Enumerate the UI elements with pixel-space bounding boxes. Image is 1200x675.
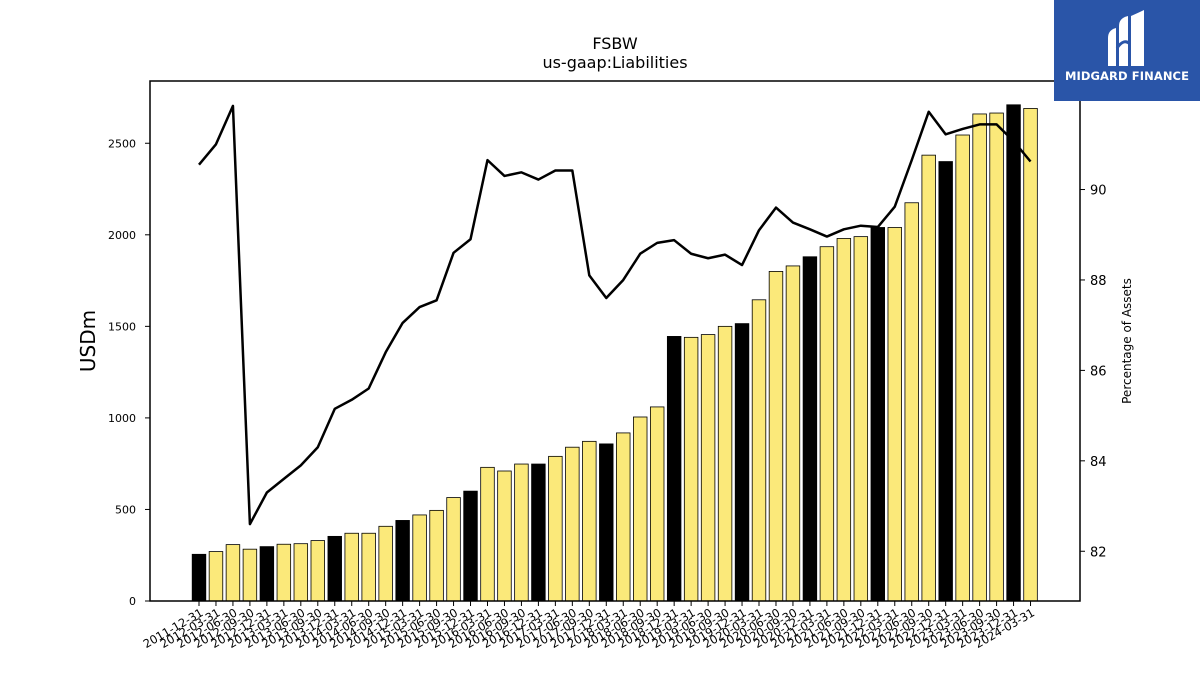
bar-2020-06-30 (768, 271, 784, 602)
bar-2013-06-30 (293, 543, 309, 602)
line-series-percentage (198, 104, 1032, 526)
bar-2012-03-31 (208, 551, 224, 602)
logo-mark-icon (1108, 10, 1144, 66)
chart-subtitle: us-gaap:Liabilities (542, 53, 687, 72)
bar-2012-06-30 (225, 544, 241, 602)
y2-tick-label: 86 (1090, 364, 1107, 379)
bar-2016-09-30 (514, 463, 529, 602)
bar-2015-03-31 (412, 514, 427, 602)
bar-2016-12-31 (531, 463, 546, 602)
bar-2012-12-31 (259, 546, 275, 602)
y-tick-label: 1000 (108, 412, 136, 425)
bar-2017-12-31 (599, 443, 614, 602)
bar-2022-09-30 (921, 154, 936, 602)
y2-tick-label: 82 (1090, 545, 1107, 560)
bar-2022-03-31 (887, 227, 902, 602)
brand-logo: MIDGARD FINANCE (1054, 0, 1200, 101)
bar-2013-03-31 (276, 543, 292, 602)
bar-2023-06-30 (972, 113, 987, 602)
axes-layer: 0500100015002000250082848688902011-12-31… (108, 80, 1107, 651)
chart-title: FSBW (592, 34, 637, 53)
bar-2021-06-30 (836, 238, 852, 602)
bar-2020-09-30 (785, 265, 801, 602)
bar-2014-06-30 (361, 532, 376, 602)
bar-2018-03-31 (616, 432, 631, 602)
bar-2017-09-30 (582, 440, 597, 602)
bar-2012-09-30 (242, 548, 258, 602)
bar-2019-06-30 (700, 334, 716, 602)
bar-2021-12-31 (870, 227, 886, 602)
logo-text: MIDGARD FINANCE (1064, 69, 1190, 83)
y-tick-label: 2500 (108, 137, 136, 150)
bars-layer (191, 104, 1038, 602)
bar-2018-06-30 (633, 416, 648, 602)
y-tick-label: 500 (115, 503, 136, 516)
y2-tick-label: 84 (1090, 455, 1107, 470)
bar-2013-09-30 (310, 540, 325, 602)
bar-2020-12-31 (802, 256, 818, 602)
y2-axis-label: Percentage of Assets (1120, 278, 1134, 404)
bar-2023-03-31 (955, 134, 970, 602)
bar-2015-09-30 (446, 497, 461, 602)
bar-2021-03-31 (819, 246, 835, 602)
bar-2014-09-30 (378, 525, 393, 602)
bar-2019-09-30 (717, 325, 733, 602)
bar-2022-06-30 (904, 202, 919, 602)
bar-2014-12-31 (395, 520, 410, 602)
y-tick-label: 0 (129, 595, 136, 608)
y2-tick-label: 88 (1090, 274, 1107, 289)
bar-2019-12-31 (734, 323, 750, 602)
bar-2015-12-31 (463, 490, 478, 602)
bar-2016-06-30 (497, 470, 512, 602)
y-tick-label: 1500 (108, 320, 136, 333)
bar-2024-03-31 (1023, 108, 1038, 602)
bar-2018-09-30 (649, 406, 665, 602)
bar-2019-03-31 (683, 336, 699, 602)
bar-2023-09-30 (989, 112, 1004, 602)
bar-2011-12-31 (191, 553, 207, 602)
bar-2020-03-31 (751, 299, 767, 602)
bar-2013-12-31 (327, 535, 342, 602)
line-layer (198, 104, 1032, 526)
bar-2018-12-31 (666, 336, 682, 602)
bar-2022-12-31 (938, 161, 953, 602)
bar-2017-03-31 (548, 455, 563, 602)
y2-tick-label: 90 (1090, 184, 1107, 199)
bar-2017-06-30 (565, 446, 580, 602)
bar-2015-06-30 (429, 509, 444, 602)
y-axis-label: USDm (76, 310, 100, 372)
bar-2023-12-31 (1006, 104, 1021, 602)
plot-frame (149, 80, 1081, 602)
y-tick-label: 2000 (108, 229, 136, 242)
bar-2021-09-30 (853, 236, 869, 602)
bar-2014-03-31 (344, 532, 359, 602)
bar-2016-03-31 (480, 466, 495, 602)
